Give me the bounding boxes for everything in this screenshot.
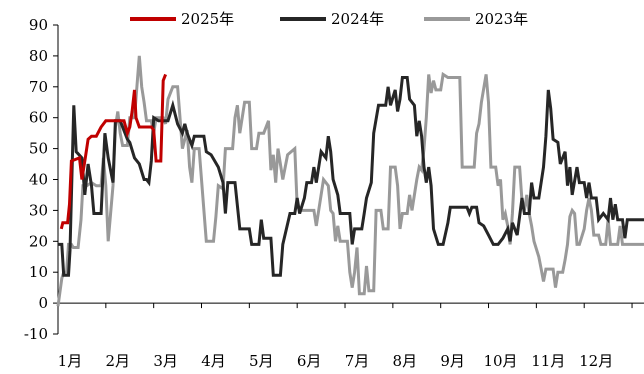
series-line-2025 bbox=[59, 73, 167, 230]
y-tick-label: 10 bbox=[29, 263, 48, 281]
y-tick-label: -10 bbox=[24, 325, 48, 343]
legend-item-2025: 2025年 bbox=[130, 10, 234, 28]
legend-item-2024: 2024年 bbox=[280, 10, 384, 28]
legend-label-2024: 2024年 bbox=[331, 10, 384, 28]
legend-label-2023: 2023年 bbox=[475, 10, 528, 28]
legend: 2025年 2024年 2023年 bbox=[130, 10, 528, 28]
axes: -10 0 10 20 30 40 50 60 70 80 90 1月 2月 3月 4月 5月 6月 7月 8月 9月… bbox=[24, 16, 644, 370]
y-tick-label: 20 bbox=[29, 232, 48, 250]
x-tick-label: 12月 bbox=[579, 352, 613, 370]
y-tick-label: 80 bbox=[29, 47, 48, 65]
y-tick-label: 40 bbox=[29, 171, 48, 189]
x-tick-label: 7月 bbox=[345, 352, 370, 370]
x-tick-label: 9月 bbox=[440, 352, 465, 370]
x-tick-label: 2月 bbox=[106, 352, 131, 370]
y-tick-label: 60 bbox=[29, 109, 48, 127]
series-line-2023 bbox=[56, 55, 644, 307]
legend-label-2025: 2025年 bbox=[181, 10, 234, 28]
x-tick-label: 10月 bbox=[483, 352, 517, 370]
y-tick-label: 70 bbox=[29, 78, 48, 96]
y-tick-label: 50 bbox=[29, 140, 48, 158]
y-tick-label: 30 bbox=[29, 201, 48, 219]
x-tick-label: 1月 bbox=[58, 352, 83, 370]
series-group bbox=[56, 55, 644, 307]
y-tick-label: 0 bbox=[38, 294, 48, 312]
legend-item-2023: 2023年 bbox=[424, 10, 528, 28]
x-tick-label: 4月 bbox=[201, 352, 226, 370]
series-line-2024 bbox=[58, 76, 644, 277]
x-tick-label: 11月 bbox=[531, 352, 565, 370]
y-tick-label: 90 bbox=[29, 16, 48, 34]
x-tick-label: 6月 bbox=[297, 352, 322, 370]
x-tick-label: 5月 bbox=[249, 352, 274, 370]
x-tick-label: 8月 bbox=[393, 352, 418, 370]
x-tick-label: 3月 bbox=[153, 352, 178, 370]
